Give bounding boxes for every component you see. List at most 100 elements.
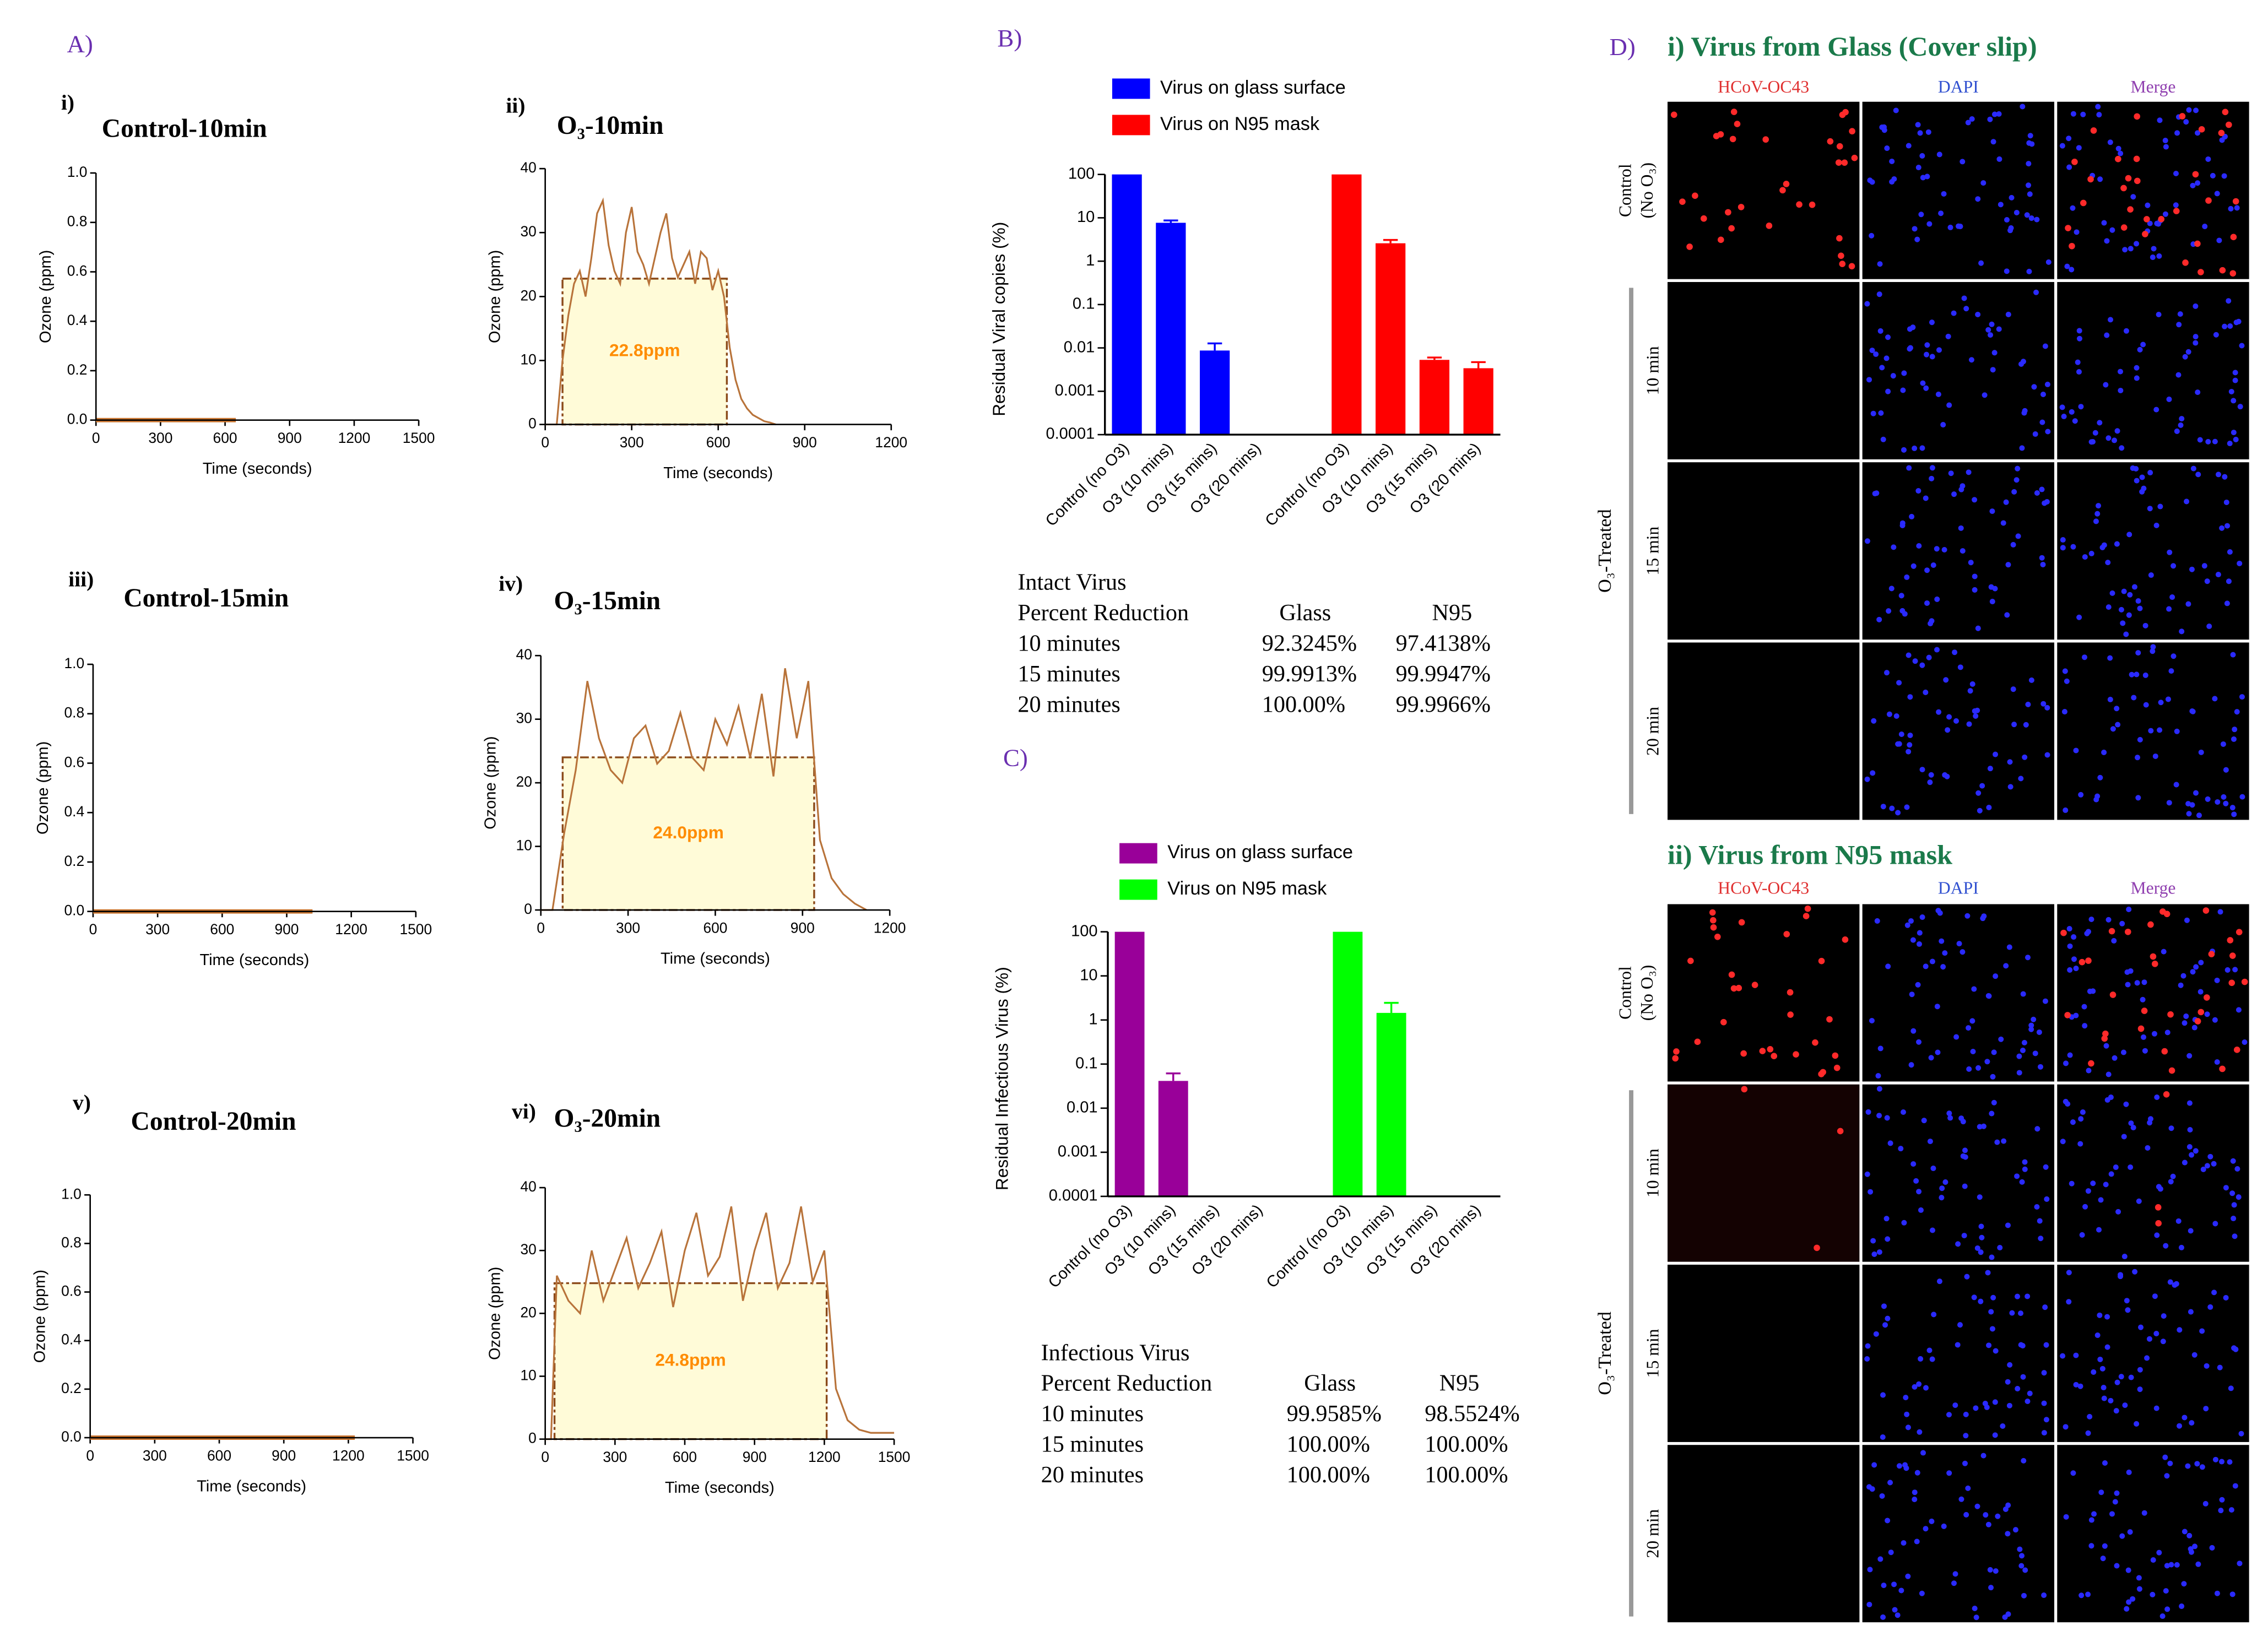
nucleus <box>2234 709 2240 715</box>
nucleus <box>1971 1294 1977 1301</box>
nucleus <box>2214 977 2220 983</box>
nucleus <box>2143 702 2149 708</box>
virus-signal <box>2198 126 2205 133</box>
nucleus <box>1916 1039 1922 1045</box>
bar <box>1463 368 1493 435</box>
nucleus <box>2148 572 2154 578</box>
nucleus <box>2163 1588 2169 1594</box>
x-tick-label: 300 <box>148 430 172 446</box>
nucleus <box>1924 600 1930 606</box>
nucleus <box>2224 523 2231 529</box>
nucleus <box>2096 1227 2102 1233</box>
nucleus <box>2216 237 2222 243</box>
nucleus <box>2178 422 2184 428</box>
y-tick-label: 0.001 <box>1055 382 1095 399</box>
nucleus <box>2231 398 2237 404</box>
nucleus <box>2070 205 2076 211</box>
nucleus <box>2125 1567 2131 1573</box>
nucleus <box>2121 588 2127 594</box>
virus-signal <box>1710 917 1717 924</box>
nucleus <box>2015 1293 2021 1299</box>
nucleus <box>2134 671 2140 678</box>
nucleus <box>1929 354 1935 360</box>
nucleus <box>1980 1453 1986 1459</box>
virus-signal <box>1673 1048 1680 1055</box>
nucleus <box>1985 327 1991 333</box>
nucleus <box>2108 1397 2114 1404</box>
nucleus <box>1953 1034 1960 1040</box>
nucleus <box>2154 1094 2160 1101</box>
nucleus <box>2080 1109 2086 1115</box>
nucleus <box>2136 1586 2142 1592</box>
panel-label: v) <box>73 1091 91 1115</box>
legend-swatch <box>1119 843 1157 864</box>
nucleus <box>2020 1374 2026 1380</box>
nucleus <box>2016 1070 2022 1076</box>
nucleus <box>2123 1101 2129 1107</box>
nucleus <box>2164 1029 2170 1036</box>
nucleus <box>2204 578 2210 584</box>
chart-title: Control-20min <box>131 1107 296 1136</box>
nucleus <box>2077 1141 2083 1147</box>
nucleus <box>1989 599 1995 605</box>
virus-signal <box>2141 1007 2148 1014</box>
nucleus <box>2182 1415 2188 1421</box>
virus-signal <box>1734 121 1741 127</box>
nucleus <box>1989 508 1995 514</box>
nucleus <box>2221 173 2227 179</box>
nucleus <box>2027 133 2033 139</box>
nucleus <box>1992 1399 1998 1405</box>
nucleus <box>2004 612 2010 618</box>
nucleus <box>2004 268 2010 274</box>
nucleus <box>2218 1508 2224 1514</box>
nucleus <box>2155 221 2161 227</box>
nucleus <box>1973 1614 1979 1621</box>
y-tick-label: 0.0001 <box>1046 425 1095 443</box>
nucleus <box>2082 1204 2088 1210</box>
y-axis-label: Residual Infectious Virus (%) <box>992 967 1011 1190</box>
nucleus <box>1918 1207 1924 1213</box>
nucleus <box>2039 419 2045 425</box>
nucleus <box>2212 1456 2218 1462</box>
nucleus <box>1891 1581 1897 1587</box>
nucleus <box>2168 1179 2174 1185</box>
panel-label: vi) <box>512 1099 536 1124</box>
nucleus <box>2070 544 2076 550</box>
nucleus <box>1918 1356 1924 1362</box>
nucleus <box>1881 1303 1887 1309</box>
nucleus <box>1980 1123 1986 1129</box>
nucleus <box>2139 474 2145 480</box>
virus-signal <box>1687 957 1694 964</box>
nucleus <box>1919 153 1925 159</box>
nucleus <box>1906 652 1912 658</box>
chart-title: Control-15min <box>123 584 289 613</box>
nucleus <box>2091 1511 2097 1517</box>
nucleus <box>2207 1304 2213 1310</box>
nucleus <box>1924 174 1930 180</box>
nucleus <box>1972 573 1978 579</box>
nucleus <box>2228 1385 2234 1391</box>
nucleus <box>1977 1194 1983 1200</box>
nucleus <box>2177 1327 2183 1333</box>
nucleus <box>2041 1370 2047 1376</box>
nucleus <box>2223 499 2229 505</box>
virus-signal <box>2159 908 2166 915</box>
nucleus <box>1923 689 1929 695</box>
virus-signal <box>1793 1051 1799 1058</box>
nucleus <box>2002 1506 2009 1512</box>
nucleus <box>1914 1538 1920 1545</box>
virus-signal <box>2085 957 2092 964</box>
nucleus <box>2022 1159 2028 1165</box>
nucleus <box>2191 1025 2197 1031</box>
nucleus <box>1988 1309 1994 1315</box>
row-label: 20 min <box>1643 1509 1663 1558</box>
virus-signal <box>1701 215 1707 222</box>
virus-signal <box>2115 155 2121 162</box>
nucleus <box>2182 1159 2188 1166</box>
nucleus <box>2166 800 2172 806</box>
nucleus <box>2190 182 2196 188</box>
nucleus <box>2103 382 2109 388</box>
virus-signal <box>2124 928 2131 935</box>
x-tick-label: 900 <box>743 1449 767 1465</box>
nucleus <box>2043 1342 2049 1348</box>
